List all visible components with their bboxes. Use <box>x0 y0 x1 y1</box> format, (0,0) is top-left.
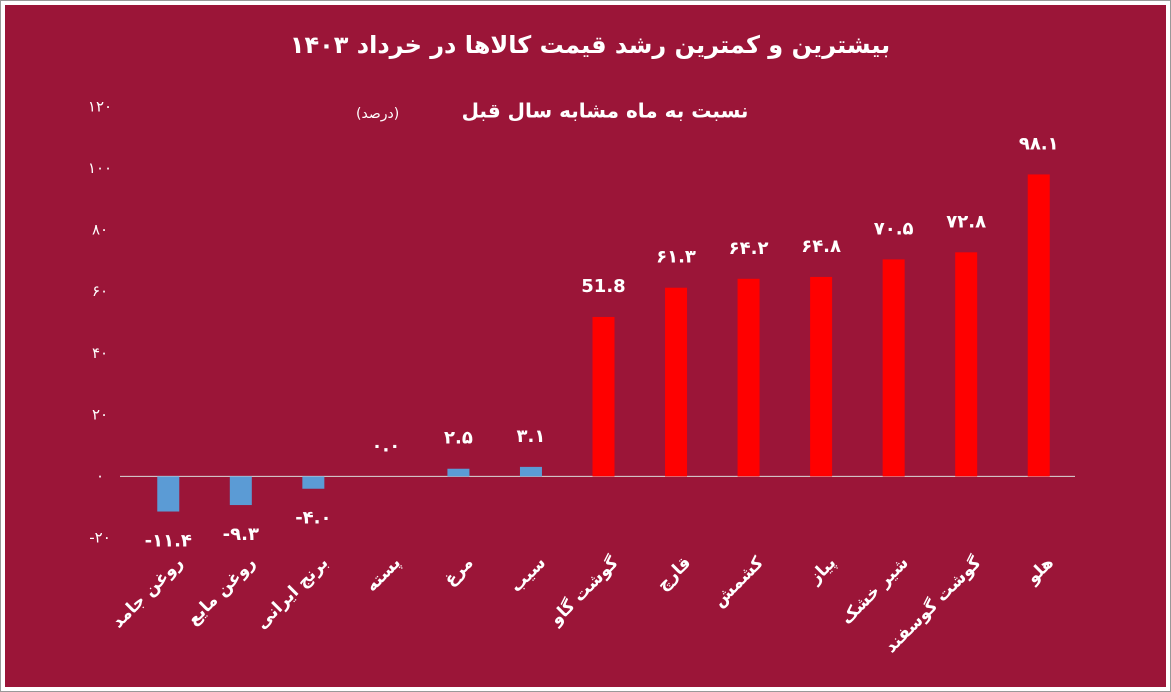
value-label: ۲.۵ <box>444 428 473 449</box>
bar <box>229 476 252 506</box>
bar <box>955 252 978 477</box>
y-tick-label: ۲۰ <box>92 405 108 423</box>
chart-subtitle: نسبت به ماه مشابه سال قبل <box>462 99 749 123</box>
value-label: ۷۲.۸ <box>946 211 986 232</box>
bar <box>1027 174 1050 477</box>
y-tick-label: ۴۰ <box>92 344 108 362</box>
value-label: ۶۴.۲ <box>729 238 769 259</box>
unit-label: (درصد) <box>356 106 399 122</box>
bar <box>810 276 833 477</box>
chart-title: بیشترین و کمترین رشد قیمت کالاها در خردا… <box>290 31 890 59</box>
bar <box>157 476 180 512</box>
y-tick-label: ۰ <box>96 467 104 485</box>
y-tick-label: ۱۰۰ <box>88 159 112 177</box>
y-tick-label: ۸۰ <box>92 221 108 239</box>
y-tick-label: ۶۰ <box>92 282 108 300</box>
value-label: -۹.۳ <box>223 524 259 545</box>
y-tick-label: ۱۲۰ <box>88 98 112 116</box>
bar <box>882 259 905 477</box>
bar <box>519 466 542 477</box>
value-label: ۰.۰ <box>371 435 400 456</box>
value-label: ۶۴.۸ <box>801 236 841 257</box>
bar <box>665 287 688 477</box>
value-label: ۳.۱ <box>517 426 546 447</box>
value-label: ۶۱.۳ <box>656 247 696 268</box>
bar <box>302 476 325 489</box>
value-label: -۱۱.۴ <box>145 531 192 552</box>
value-label: ۹۸.۱ <box>1019 133 1059 154</box>
bar <box>737 278 760 477</box>
bar <box>592 316 615 477</box>
bar <box>447 468 470 477</box>
value-label: -۴.۰ <box>295 508 331 529</box>
y-tick-label: -۲۰ <box>89 529 111 547</box>
value-label: ۷۰.۵ <box>874 218 914 239</box>
value-label: 51.8 <box>581 276 625 297</box>
